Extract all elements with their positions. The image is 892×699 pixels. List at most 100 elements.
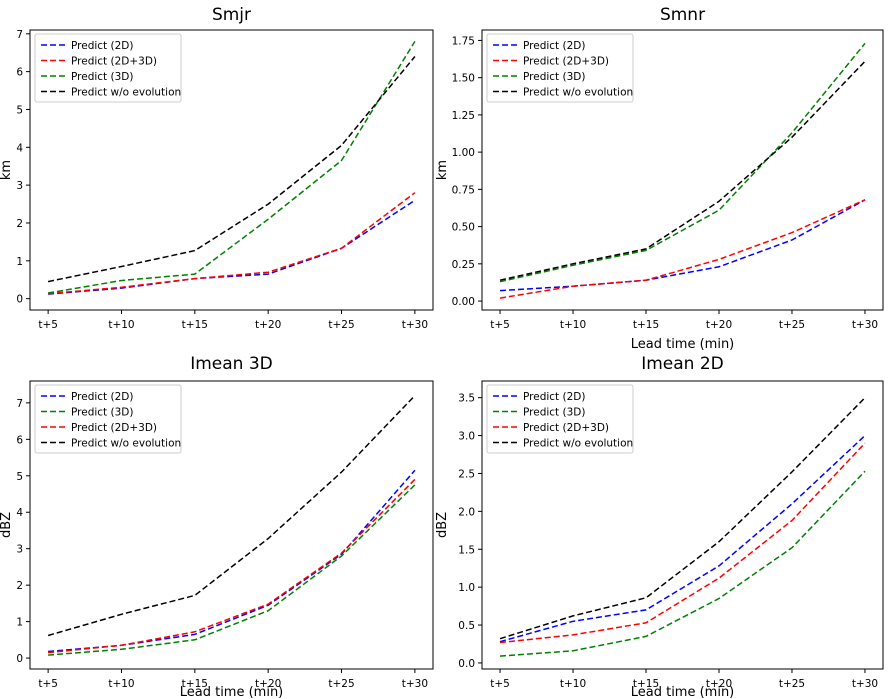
legend-entry: Predict (2D+3D) [523,422,609,434]
series-line-2 [499,470,866,657]
series-line-1 [499,435,866,643]
chart-panel-1: Smjr t+5 t+10 t+15 t+20 t+25 t+30 0 1 2 3 4 5 6 7 km Pre… [0,5,434,331]
x-tick-label: t+20 [255,678,281,690]
chart-title: Smjr [212,5,251,25]
legend-entry: Predict w/o evolution [523,438,633,450]
legend-box [486,384,634,454]
x-tick-label: t+20 [706,678,732,690]
y-tick-label: 7 [16,29,23,41]
y-tick-label: 2 [16,218,23,230]
series-line-4 [499,397,866,640]
series-line-4 [499,60,866,281]
y-tick-label: 4 [16,142,23,154]
y-tick-label: 3.0 [458,431,475,443]
legend-entry: Predict w/o evolution [71,438,181,450]
series-line-3 [499,442,866,644]
chart-title: Imean 3D [190,354,273,374]
plot-frame [481,380,884,670]
x-tick-label: t+25 [328,319,354,331]
y-tick-label: 1 [16,617,23,629]
x-axis-label: Lead time (min) [180,685,284,699]
series-line-4 [47,395,416,637]
x-tick-label: t+25 [779,319,805,331]
legend-entry: Predict (2D) [523,40,585,52]
y-tick-label: 0.75 [452,184,475,196]
legend-entry: Predict (2D) [523,391,585,403]
series-line-4 [47,56,416,283]
legend-entry: Predict (2D) [71,40,133,52]
x-tick-label: t+25 [779,678,805,690]
plot-frame [29,380,434,670]
chart-panel-2: Smnr t+5 t+10 t+15 t+20 t+25 t+30 0.00 0.25 0.50 0… [435,5,884,352]
legend-box [34,384,182,454]
y-axis-label: km [0,160,14,180]
y-tick-label: 0.0 [458,658,475,670]
x-tick-label: t+20 [706,319,732,331]
x-tick-label: t+15 [182,319,208,331]
y-tick-label: 1.5 [458,544,475,556]
legend-entry: Predict (2D+3D) [71,56,157,68]
y-tick-label: 2.0 [458,506,475,518]
chart-panel-3: Imean 3D t+5 t+10 t+15 t+20 t+25 t+30 0 1 2 3 4 5 6 7 d… [0,354,434,699]
chart-title: Smnr [660,5,705,25]
x-tick-label: t+30 [852,678,878,690]
chart-title: Imean 2D [641,354,724,374]
y-tick-label: 3 [16,544,23,556]
legend-box [34,33,182,103]
y-tick-label: 3.5 [458,393,475,405]
chart-panel-4: Imean 2D t+5 t+10 t+15 t+20 t+25 t+30 0.0 0.5 1.0… [435,354,884,699]
x-tick-label: t+20 [255,319,281,331]
x-tick-label: t+15 [182,678,208,690]
series-line-3 [48,478,416,654]
legend-entry: Predict (3D) [71,71,133,83]
x-tick-label: t+15 [633,319,659,331]
y-tick-label: 0 [16,294,23,306]
series-line-1 [48,199,416,295]
y-tick-label: 0.25 [452,259,475,271]
x-tick-label: t+10 [108,678,134,690]
x-axis-label: Lead time (min) [631,337,735,352]
y-tick-label: 0.00 [452,296,475,308]
y-tick-label: 3 [16,180,23,192]
y-axis-label: dBZ [435,512,450,538]
y-axis-label: km [435,160,450,180]
plot-frame [481,29,884,311]
y-tick-label: 2.5 [458,468,475,480]
legend-entry: Predict (3D) [523,71,585,83]
legend-box [486,33,634,103]
series-line-2 [48,484,416,656]
x-tick-label: t+30 [402,319,428,331]
legend-entry: Predict w/o evolution [71,87,181,99]
y-tick-label: 0.5 [458,620,475,632]
x-tick-label: t+5 [490,319,510,331]
series-line-3 [499,42,866,283]
x-tick-label: t+5 [38,319,58,331]
legend-entry: Predict (3D) [71,407,133,419]
y-tick-label: 1.0 [458,582,475,594]
y-tick-label: 2 [16,580,23,592]
y-tick-label: 4 [16,507,23,519]
x-tick-label: t+25 [328,678,354,690]
y-tick-label: 6 [16,434,23,446]
y-tick-label: 6 [16,67,23,79]
x-tick-label: t+10 [108,319,134,331]
y-tick-label: 0.50 [452,222,475,234]
legend-entry: Predict w/o evolution [523,87,633,99]
x-tick-label: t+5 [490,678,510,690]
x-tick-label: t+10 [560,678,586,690]
series-line-1 [499,199,866,292]
y-tick-label: 5 [16,104,23,116]
legend-entry: Predict (3D) [523,407,585,419]
legend-entry: Predict (2D+3D) [523,56,609,68]
y-tick-label: 1 [16,256,23,268]
y-tick-label: 0 [16,653,23,665]
x-axis-label: Lead time (min) [631,685,735,699]
y-tick-label: 1.00 [452,147,475,159]
series-line-3 [47,41,416,294]
y-tick-label: 1.25 [452,110,475,122]
x-tick-label: t+10 [560,319,586,331]
y-tick-label: 7 [16,398,23,410]
x-tick-label: t+15 [633,678,659,690]
plot-frame [29,29,434,311]
